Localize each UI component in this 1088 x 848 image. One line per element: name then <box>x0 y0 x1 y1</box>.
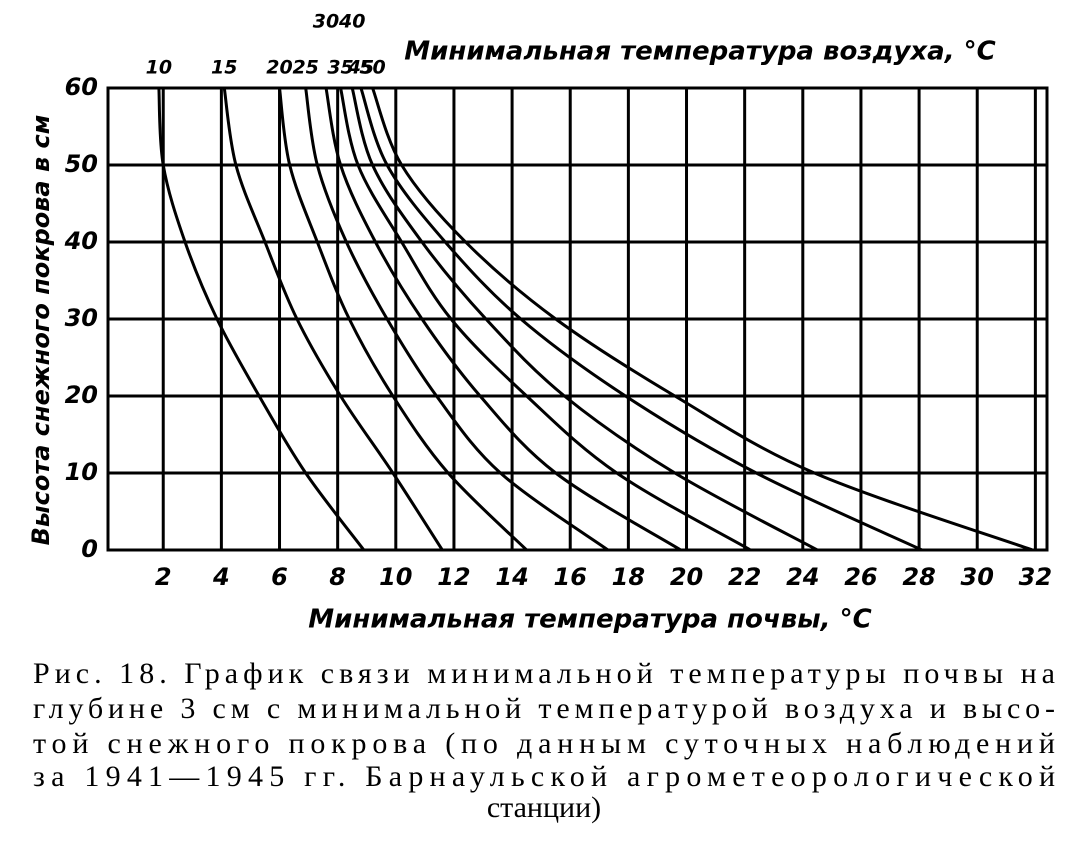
curve-label: 50 <box>359 57 385 79</box>
curve-label: 30 <box>313 11 339 33</box>
x-tick-label: 16 <box>554 563 587 591</box>
x-tick-label: 26 <box>844 563 877 591</box>
caption-line: Рис. 18. График связи минимальной темпер… <box>33 657 1055 690</box>
curve <box>371 87 1033 552</box>
caption-line: станции) <box>487 791 601 824</box>
y-tick-label: 30 <box>65 304 98 332</box>
curve <box>304 87 609 552</box>
caption-line: за 1941—1945 гг. Барнаульской агрометеор… <box>33 760 1055 793</box>
x-tick-label: 4 <box>212 563 230 591</box>
x-axis-label: Минимальная температура почвы, °С <box>308 605 871 635</box>
curve <box>339 87 752 552</box>
curve-label: 15 <box>211 57 237 79</box>
y-tick-label: 40 <box>64 227 98 255</box>
caption-line: глубине 3 см с минимальной температурой … <box>33 692 1055 725</box>
x-tick-label: 2 <box>155 563 172 591</box>
curve <box>157 87 366 551</box>
y-tick-label: 10 <box>65 458 98 486</box>
x-tick-label: 24 <box>786 563 819 591</box>
curve <box>350 87 819 552</box>
top-axis-label: Минимальная температура воздуха, °С <box>404 37 995 67</box>
curve <box>278 87 528 552</box>
curve <box>222 87 444 551</box>
y-tick-label: 20 <box>65 381 98 409</box>
curve-label: 45 <box>347 57 374 79</box>
x-tick-label: 30 <box>961 563 994 591</box>
curve <box>324 87 682 552</box>
x-tick-label: 10 <box>379 563 412 591</box>
curve-label: 35 <box>327 57 353 79</box>
y-tick-label: 0 <box>81 535 98 563</box>
y-tick-label: 60 <box>65 73 98 101</box>
curve <box>359 87 923 552</box>
y-tick-label: 50 <box>65 150 98 178</box>
x-tick-label: 22 <box>728 563 761 591</box>
x-tick-label: 8 <box>329 563 346 591</box>
curve-label: 25 <box>292 57 318 79</box>
x-tick-label: 28 <box>902 563 935 591</box>
x-tick-label: 20 <box>670 563 703 591</box>
curve-label: 10 <box>146 57 172 79</box>
curve-label: 40 <box>338 11 365 33</box>
y-axis-label: Высота снежного покрова в см <box>27 115 55 546</box>
x-tick-label: 18 <box>612 563 645 591</box>
caption-line: той снежного покрова (по данным суточных… <box>33 727 1055 760</box>
x-tick-label: 6 <box>271 563 288 591</box>
x-tick-label: 32 <box>1019 563 1052 591</box>
x-tick-label: 14 <box>495 563 528 591</box>
curve-label: 20 <box>266 57 292 79</box>
x-tick-label: 12 <box>437 563 470 591</box>
